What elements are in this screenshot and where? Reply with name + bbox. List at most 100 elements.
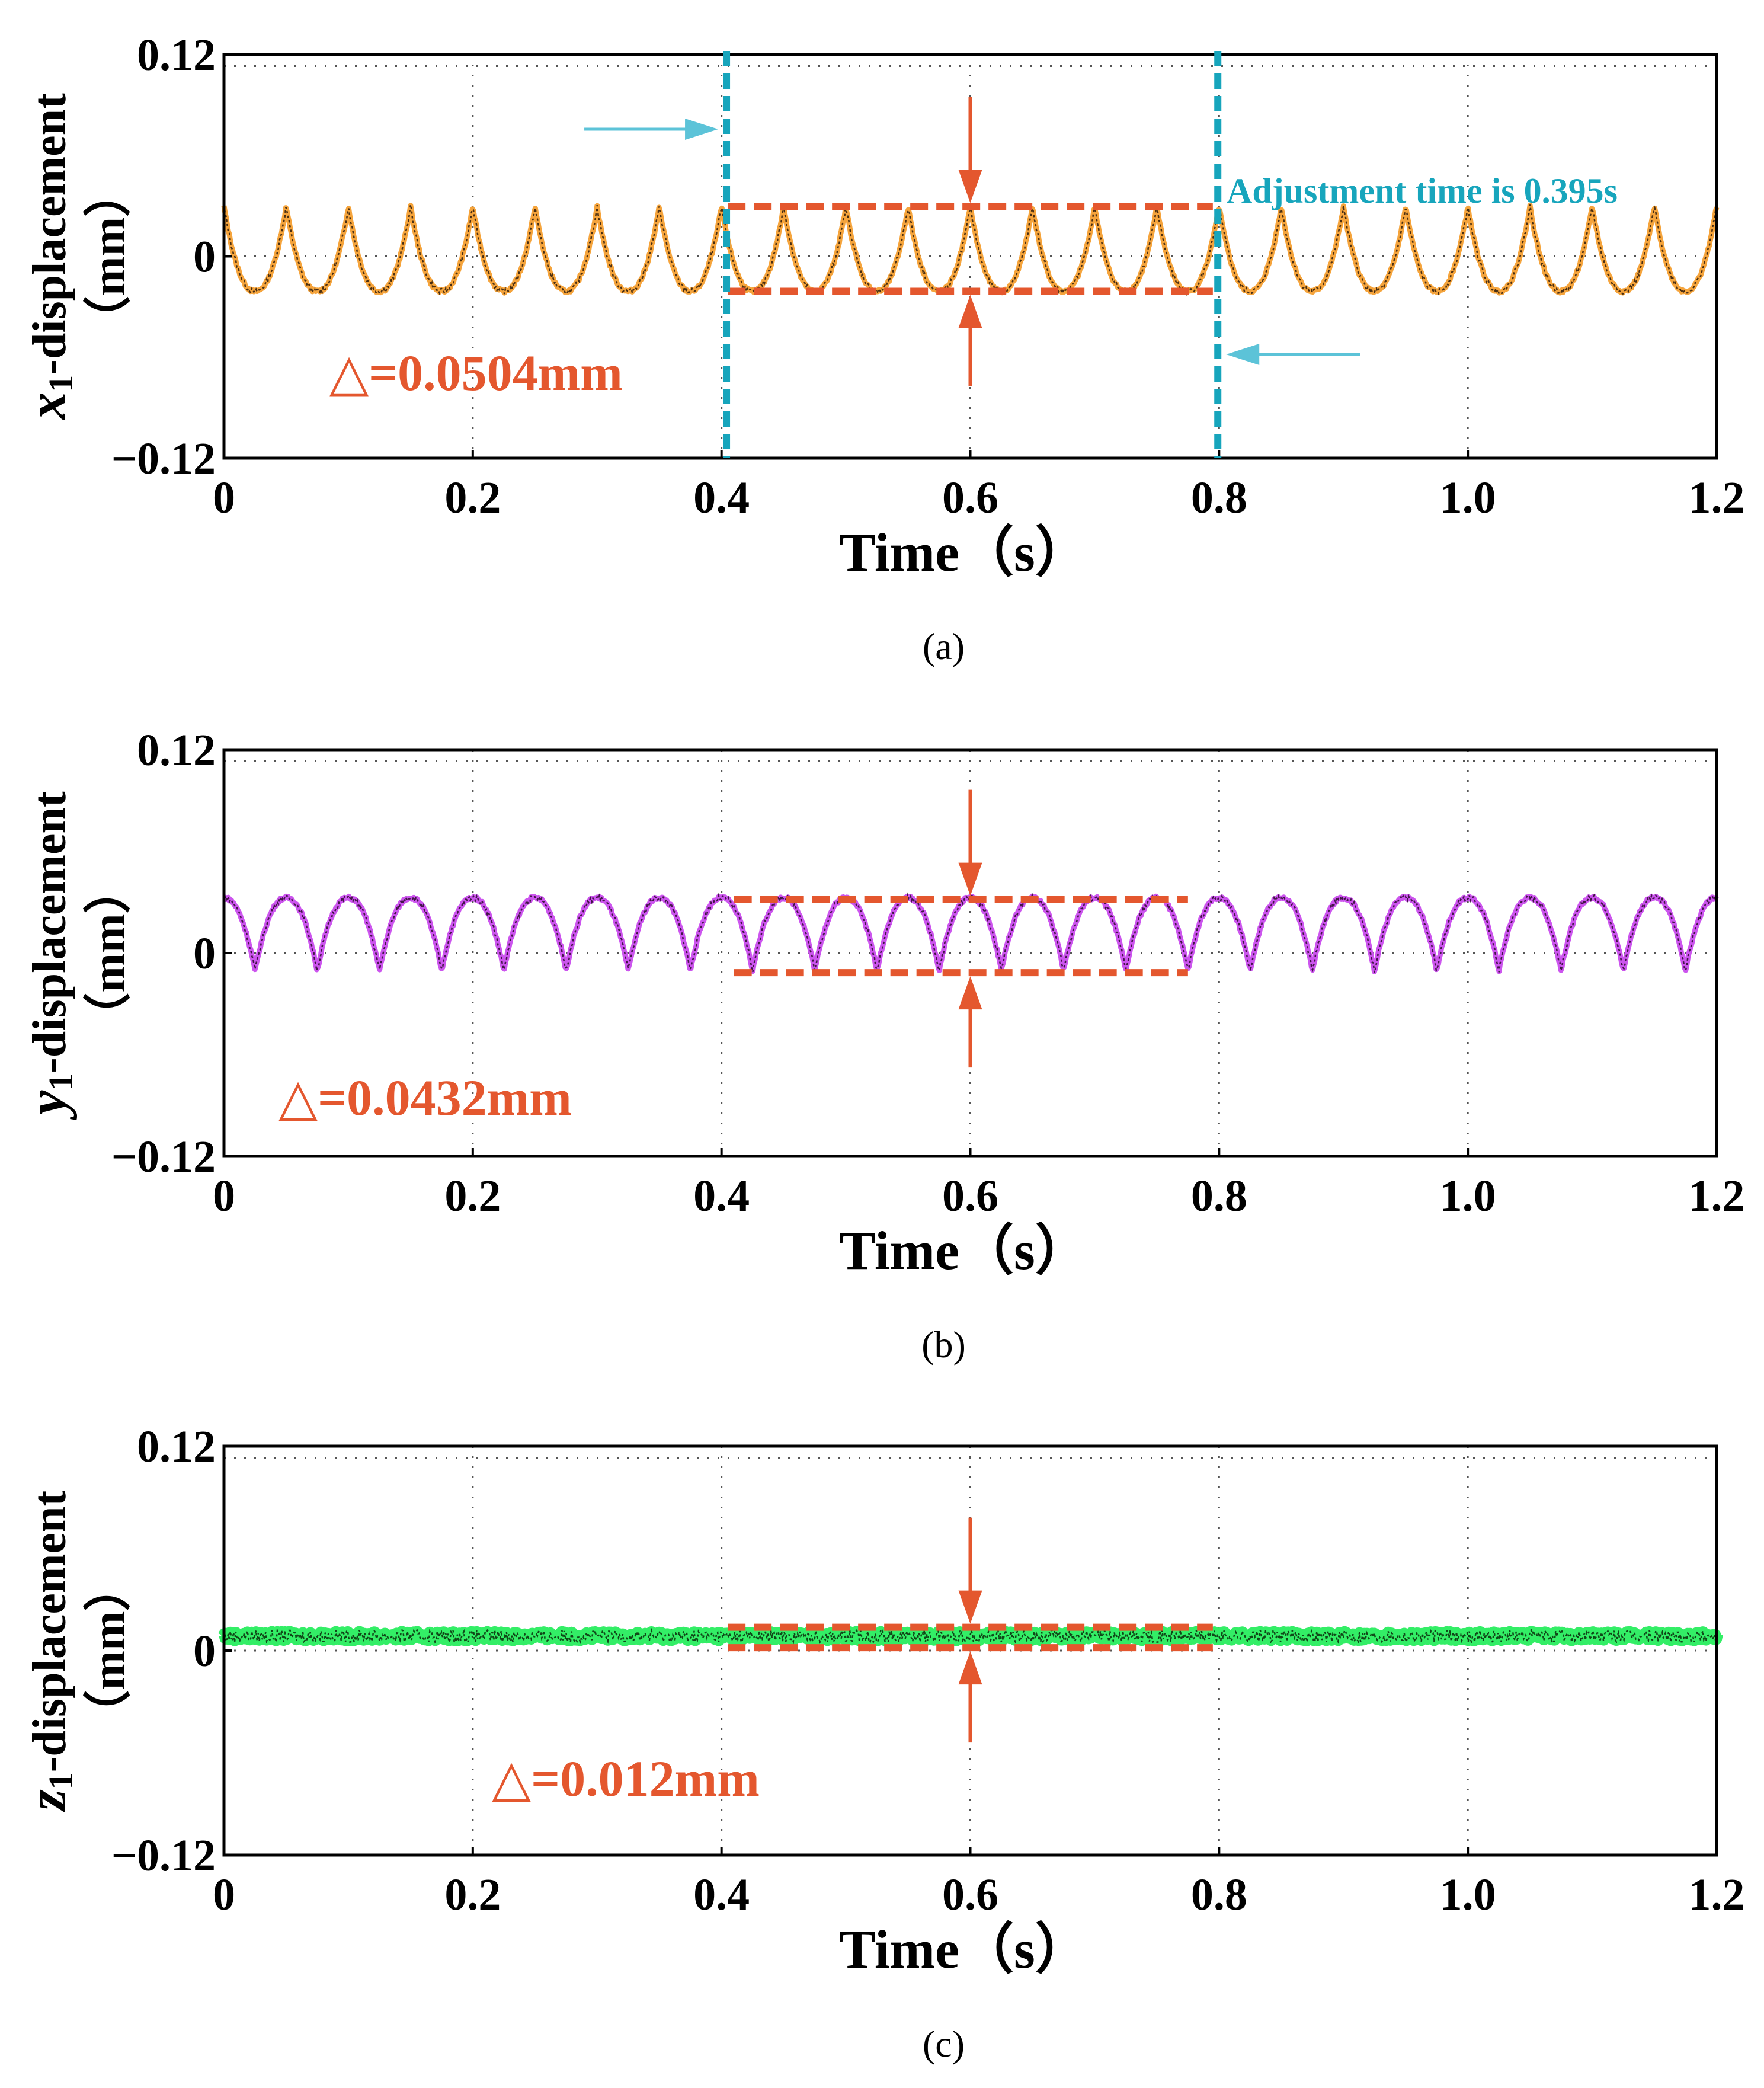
grid-dot: [778, 1457, 780, 1459]
y-tick-label: −0.12: [111, 1831, 216, 1881]
grid-dot: [1634, 65, 1636, 67]
grid-dot: [1282, 760, 1283, 762]
grid-dot: [617, 65, 619, 67]
grid-dot: [325, 760, 326, 762]
grid-dot: [587, 760, 588, 762]
grid-dot: [1382, 760, 1384, 762]
grid-dot: [1131, 65, 1132, 67]
grid-dot: [1604, 760, 1606, 762]
grid-dot: [1231, 760, 1233, 762]
grid-dot: [687, 1457, 689, 1459]
grid-dot: [415, 1457, 417, 1459]
grid-dot: [859, 760, 860, 762]
delta-arrow-top-head: [958, 170, 982, 203]
grid-dot: [1544, 65, 1545, 67]
grid-dot: [305, 760, 306, 762]
y-axis-unit: （mm）: [83, 1563, 135, 1737]
grid-dot: [1120, 1457, 1122, 1459]
grid-dot: [516, 1457, 518, 1459]
x-tick-label: 1.2: [1689, 1870, 1745, 1920]
grid-dot: [818, 760, 820, 762]
grid-dot: [899, 65, 901, 67]
grid-dot: [1493, 65, 1495, 67]
grid-dot: [264, 1457, 266, 1459]
grid-dot: [667, 65, 669, 67]
grid-dot: [990, 65, 991, 67]
series-overlay: [223, 1627, 1718, 1645]
grid-dot: [365, 65, 367, 67]
grid-dot: [758, 1457, 760, 1459]
grid-dot: [1110, 65, 1112, 67]
grid-dot: [1080, 65, 1082, 67]
grid-dot: [1664, 760, 1666, 762]
grid-dot: [1161, 65, 1163, 67]
grid-dot: [637, 65, 639, 67]
grid-dot: [748, 65, 750, 67]
grid-dot: [1191, 1457, 1193, 1459]
grid-dot: [969, 760, 971, 762]
x-tick-label: 0.2: [444, 1870, 501, 1920]
grid-dot: [254, 760, 256, 762]
grid-dot: [1705, 760, 1707, 762]
grid-dot: [1503, 760, 1505, 762]
y-axis-label: x1-displacement: [17, 93, 80, 421]
grid-dot: [909, 760, 911, 762]
adjustment-arrow-left-head: [685, 119, 719, 140]
grid-dot: [1060, 760, 1062, 762]
grid-dot: [879, 65, 881, 67]
grid-dot: [1614, 760, 1616, 762]
grid-dot: [1705, 65, 1707, 67]
grid-dot: [1403, 760, 1404, 762]
grid-dot: [577, 65, 578, 67]
grid-dot: [1675, 65, 1676, 67]
grid-dot: [1312, 65, 1314, 67]
grid-dot: [1332, 760, 1334, 762]
grid-dot: [788, 760, 790, 762]
grid-dot: [1030, 760, 1032, 762]
grid-dot: [1413, 65, 1414, 67]
grid-dot: [1554, 65, 1555, 67]
grid-dot: [758, 65, 760, 67]
grid-dot: [345, 1457, 347, 1459]
grid-dot: [1624, 65, 1626, 67]
grid-dot: [1483, 760, 1485, 762]
grid-dot: [587, 65, 588, 67]
grid-dot: [1513, 760, 1515, 762]
grid-dot: [1211, 1457, 1213, 1459]
grid-dot: [1443, 760, 1445, 762]
grid-dot: [577, 1457, 578, 1459]
grid-dot: [264, 760, 266, 762]
grid-dot: [597, 760, 598, 762]
grid-dot: [1110, 1457, 1112, 1459]
grid-dot: [1060, 65, 1062, 67]
grid-dot: [1574, 65, 1576, 67]
grid-dot: [647, 65, 649, 67]
grid-dot: [1392, 760, 1394, 762]
x-tick-label: 1.0: [1440, 1171, 1496, 1221]
x-tick-label: 0.2: [444, 473, 501, 523]
grid-dot: [1161, 1457, 1163, 1459]
grid-dot: [818, 1457, 820, 1459]
grid-dot: [1161, 760, 1163, 762]
grid-dot: [707, 760, 709, 762]
grid-dot: [1302, 65, 1304, 67]
grid-dot: [808, 760, 810, 762]
x-tick-label: 0: [213, 1870, 235, 1920]
grid-dot: [1040, 760, 1042, 762]
grid-dot: [1322, 760, 1324, 762]
grid-dot: [456, 1457, 457, 1459]
grid-dot: [1292, 1457, 1294, 1459]
chart-panel-b: 0 0.2 0.4 0.6 0.8 1.0 1.2−0.1200.12Time（s）y1-d…: [17, 725, 1745, 1366]
grid-dot: [1090, 760, 1092, 762]
grid-dot: [1262, 65, 1263, 67]
grid-dot: [1372, 65, 1374, 67]
grid-dot: [1251, 65, 1253, 67]
grid-dot: [365, 1457, 367, 1459]
grid-dot: [425, 1457, 427, 1459]
x-tick-label: 0.6: [942, 473, 998, 523]
grid-dot: [446, 65, 447, 67]
grid-dot: [990, 1457, 991, 1459]
grid-dot: [1201, 760, 1203, 762]
grid-dot: [496, 1457, 498, 1459]
y-label-var: z: [17, 1789, 77, 1812]
